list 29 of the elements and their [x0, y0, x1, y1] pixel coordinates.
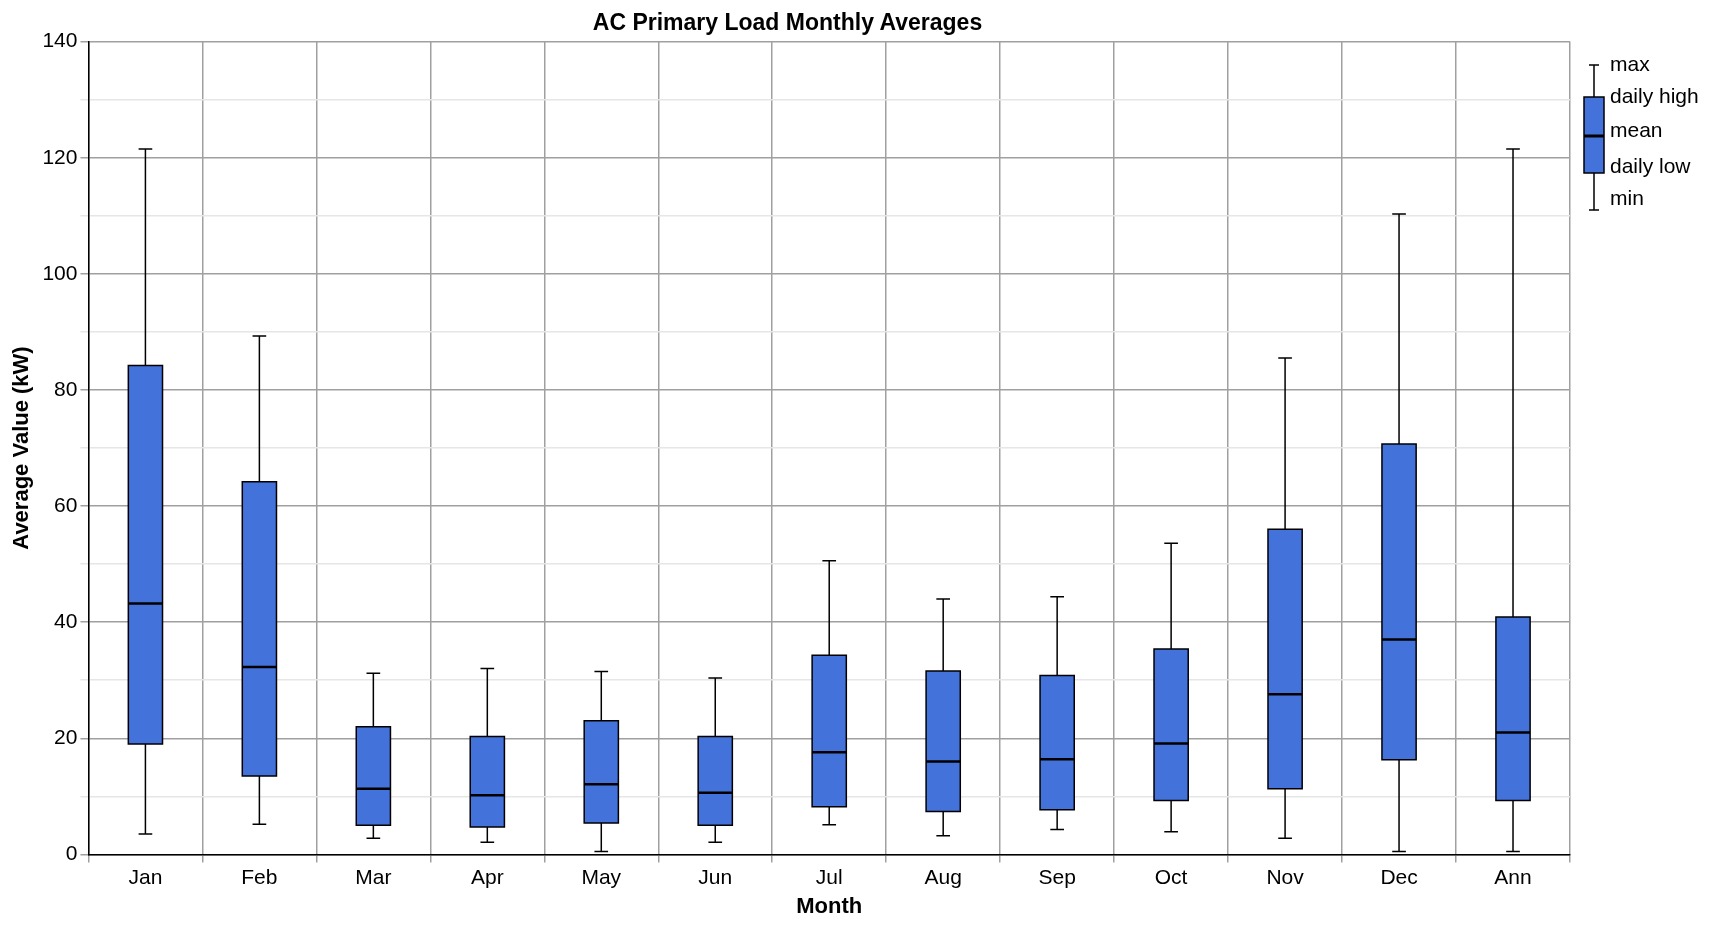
y-axis-title: Average Value (kW) [8, 346, 34, 550]
y-tick-label: 60 [54, 492, 78, 516]
x-tick-label: Jan [128, 864, 163, 888]
text: daily high [1610, 84, 1699, 108]
y-tick-label: 0 [65, 841, 78, 865]
y-tick-label: 80 [54, 376, 78, 400]
x-tick-label: May [581, 864, 622, 888]
y-tick-label: 100 [42, 260, 78, 284]
x-tick-label: Nov [1266, 864, 1305, 888]
y-tick-label: 20 [54, 725, 78, 749]
x-tick-label: Apr [470, 864, 504, 888]
y-tick-label: 120 [42, 144, 78, 168]
x-tick-label: Ann [1494, 864, 1532, 888]
chart-title: AC Primary Load Monthly Averages [592, 9, 983, 36]
x-tick-label: Oct [1154, 864, 1188, 888]
x-tick-label: Sep [1038, 864, 1076, 888]
text: max [1610, 52, 1650, 76]
x-tick-label: Mar [355, 864, 392, 888]
text: mean [1610, 118, 1663, 142]
x-axis-title: Month [796, 892, 863, 918]
text: daily low [1610, 154, 1691, 178]
x-tick-label: Jul [815, 864, 843, 888]
x-tick-label: Aug [924, 864, 962, 888]
y-tick-label: 40 [54, 608, 78, 632]
y-tick-label: 140 [42, 28, 78, 52]
x-tick-label: Jun [698, 864, 733, 888]
text: min [1610, 186, 1644, 210]
x-tick-label: Dec [1380, 864, 1418, 888]
x-tick-label: Feb [241, 864, 278, 888]
